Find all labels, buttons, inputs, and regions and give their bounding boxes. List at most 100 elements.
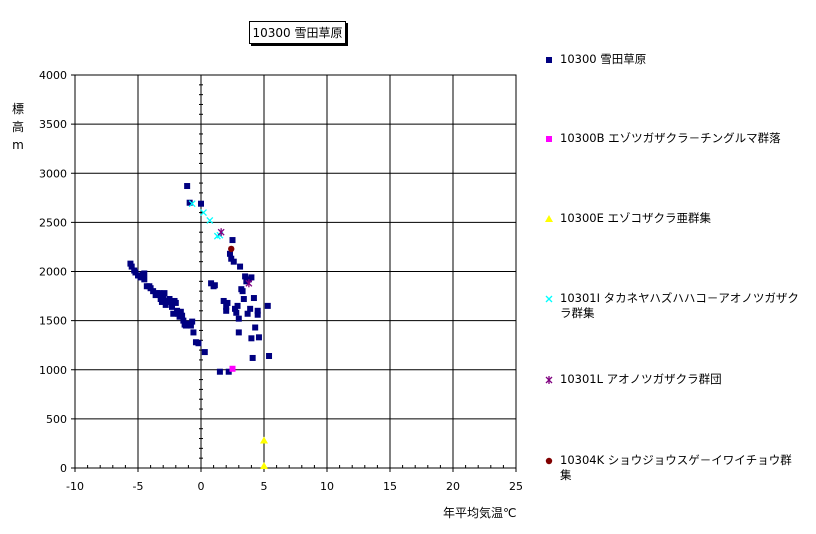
data-point	[266, 352, 273, 359]
data-point	[229, 237, 236, 244]
y-axis-label-part: 標	[11, 102, 24, 116]
data-point	[224, 299, 231, 306]
legend-marker	[544, 291, 560, 306]
data-point	[235, 329, 242, 336]
data-point	[216, 368, 223, 375]
legend-label: 10300B エゾツガザクラ－チングルマ群落	[560, 131, 781, 145]
data-point	[226, 250, 233, 257]
x-tick-label: 15	[383, 480, 397, 493]
data-point	[188, 200, 196, 208]
legend-marker-shape	[545, 295, 553, 303]
legend-marker-icon	[545, 376, 553, 384]
y-axis-label-part: m	[12, 138, 24, 152]
legend-marker-shape	[545, 376, 553, 384]
x-tick-label: 10	[320, 480, 334, 493]
y-tick-label: 1500	[39, 315, 67, 328]
legend-marker-shape	[545, 457, 553, 465]
y-tick-label: 3000	[39, 167, 67, 180]
legend-marker	[544, 372, 560, 387]
data-point	[189, 318, 196, 325]
legend-marker-icon	[545, 457, 553, 465]
data-point	[170, 310, 177, 317]
data-point	[255, 334, 262, 341]
y-axis-label-part: 高	[11, 120, 24, 134]
y-tick-label: 0	[60, 462, 67, 475]
x-tick-label: 0	[198, 480, 205, 493]
y-tick-label: 2500	[39, 216, 67, 229]
data-point	[223, 307, 230, 314]
legend-label: 10300E エゾコザクラ亜群集	[560, 211, 712, 225]
data-point	[211, 282, 218, 289]
data-point	[141, 276, 148, 283]
data-point	[248, 274, 255, 281]
data-point	[249, 354, 256, 361]
legend-marker-shape	[546, 57, 552, 63]
data-point	[177, 308, 184, 315]
data-point	[186, 199, 193, 206]
y-axis-label: 標 高 m	[11, 100, 25, 154]
y-tick-label: 500	[46, 413, 67, 426]
data-point	[247, 305, 254, 312]
data-point	[162, 301, 169, 308]
legend-marker	[544, 131, 560, 146]
data-point	[252, 324, 259, 331]
data-point	[234, 302, 241, 309]
data-point	[161, 290, 168, 297]
data-point	[158, 298, 165, 305]
legend-label: 10304K ショウジョウスゲ－イワイチョウ群集	[560, 453, 792, 482]
data-point	[230, 258, 237, 265]
data-point	[150, 288, 157, 295]
legend-entry: 10304K ショウジョウスゲ－イワイチョウ群集	[544, 453, 800, 483]
scatter-plot: 0 500 1000 1500 2000 2500 3000 3500 4000 -10 -5 0 5 1…	[39, 69, 523, 493]
chart-title: 10300 雪田草原	[249, 21, 346, 44]
legend-label: 10301I タカネヤハズハハコ－アオノツガザクラ群集	[560, 291, 799, 320]
data-point	[233, 309, 240, 316]
data-point	[206, 216, 214, 224]
data-point	[229, 365, 236, 372]
data-point	[244, 310, 251, 317]
data-point	[198, 200, 204, 207]
data-point	[184, 183, 191, 190]
data-point	[217, 228, 225, 237]
legend-marker-shape	[546, 136, 552, 142]
data-point	[260, 462, 268, 470]
data-point	[128, 263, 135, 270]
legend-label: 10300 雪田草原	[560, 52, 647, 66]
data-point	[172, 299, 179, 306]
x-tick-label: 25	[509, 480, 523, 493]
data-point	[141, 270, 148, 277]
legend: 10300 雪田草原 10300B エゾツガザクラ－チングルマ群落 10300E エ…	[544, 0, 814, 534]
data-point	[190, 329, 197, 336]
y-tick-label: 2000	[39, 266, 67, 279]
data-point	[228, 245, 235, 253]
data-point	[242, 273, 249, 280]
legend-marker-icon	[546, 57, 552, 63]
data-point	[200, 209, 207, 217]
data-point	[220, 297, 227, 304]
data-point	[156, 290, 163, 297]
data-point	[180, 317, 187, 324]
legend-entry: 10300B エゾツガザクラ－チングルマ群落	[544, 131, 800, 146]
data-point	[195, 340, 202, 347]
y-tick-label: 4000	[39, 69, 67, 82]
y-tick-label: 3500	[39, 118, 67, 131]
legend-marker-shape	[545, 215, 553, 222]
x-tick-label: 5	[261, 480, 268, 493]
legend-marker	[544, 453, 560, 468]
x-tick-label: -5	[133, 480, 144, 493]
y-tick-label: 1000	[39, 364, 67, 377]
data-point	[239, 288, 246, 295]
data-point	[179, 312, 186, 319]
data-point	[254, 307, 261, 314]
data-point	[245, 279, 253, 288]
legend-label: 10301L アオノツガザクラ群団	[560, 372, 722, 386]
data-point	[264, 302, 271, 309]
data-point	[169, 303, 176, 310]
data-point	[248, 335, 255, 342]
legend-entry: 10300E エゾコザクラ亜群集	[544, 211, 800, 226]
x-tick-label: -10	[66, 480, 84, 493]
data-point	[250, 295, 257, 302]
x-tick-label: 20	[446, 480, 460, 493]
data-point	[201, 349, 208, 356]
